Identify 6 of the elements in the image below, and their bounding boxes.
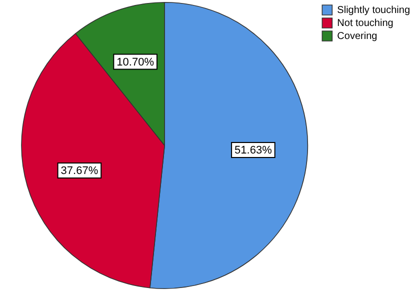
legend-label: Slightly touching [337,4,410,16]
data-label: 37.67% [60,164,98,177]
data-label: 51.63% [234,144,272,157]
legend-label: Covering [337,30,378,42]
legend-label: Not touching [337,18,394,29]
data-label: 10.70% [116,56,154,68]
